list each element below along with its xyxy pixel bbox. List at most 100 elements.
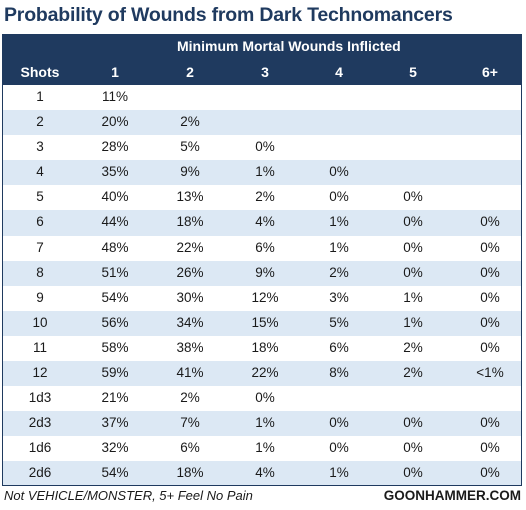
table-row: 4 35% 9% 1% 0% [3, 160, 521, 186]
column-header-shots: Shots [20, 64, 60, 80]
footer-brand: GOONHAMMER.COM [383, 488, 521, 503]
probability-cell: 54% [101, 289, 129, 305]
probability-cell: 4% [255, 465, 275, 481]
table-row: 6 44% 18% 4% 1% 0% 0% [3, 210, 521, 236]
table-row: 2 20% 2% [3, 110, 521, 136]
probability-cell: 0% [480, 339, 500, 355]
probability-cell: 22% [176, 239, 204, 255]
probability-cell: 1% [329, 239, 349, 255]
table-row: 12 59% 41% 22% 8% 2% <1% [3, 361, 521, 387]
shots-cell: 6 [36, 214, 44, 230]
probability-cell: 0% [480, 239, 500, 255]
probability-cell: 21% [101, 390, 129, 406]
probability-cell: 51% [101, 264, 129, 280]
probability-cell: 0% [329, 189, 349, 205]
table-row: 8 51% 26% 9% 2% 0% 0% [3, 260, 521, 286]
probability-cell: 20% [101, 114, 129, 130]
probability-cell: 58% [101, 339, 129, 355]
probability-cell: 4% [255, 214, 275, 230]
probability-cell: 5% [180, 139, 200, 155]
probability-cell: 2% [403, 339, 423, 355]
column-header-col-1: 1 [111, 64, 119, 80]
table-row: 5 40% 13% 2% 0% 0% [3, 185, 521, 210]
probability-cell: 12% [251, 289, 279, 305]
column-header-col-5: 5 [409, 64, 417, 80]
shots-cell: 5 [36, 189, 44, 205]
probability-cell: 0% [403, 239, 423, 255]
probability-cell: 40% [101, 189, 129, 205]
shots-cell: 8 [36, 264, 44, 280]
probability-cell: 32% [101, 440, 129, 456]
shots-cell: 1d6 [28, 440, 52, 456]
shots-cell: 2d6 [28, 465, 52, 481]
probability-cell: 1% [329, 465, 349, 481]
column-header-row: Shots 1 2 3 4 5 6+ [3, 60, 521, 85]
probability-cell: 0% [403, 465, 423, 481]
probability-cell: 18% [176, 214, 204, 230]
probability-table: Minimum Mortal Wounds Inflicted Shots 1 2 3… [2, 34, 522, 486]
probability-cell: 30% [176, 289, 204, 305]
group-header-bar: Minimum Mortal Wounds Inflicted [3, 35, 521, 60]
probability-cell: 9% [255, 264, 275, 280]
probability-cell: 13% [176, 189, 204, 205]
shots-cell: 3 [36, 139, 44, 155]
probability-cell: 35% [101, 164, 129, 180]
table-row: 3 28% 5% 0% [3, 135, 521, 160]
shots-cell: 10 [32, 314, 48, 330]
probability-cell: 1% [255, 164, 275, 180]
column-header-col-3: 3 [261, 64, 269, 80]
probability-cell: 0% [403, 264, 423, 280]
column-header-col-2: 2 [186, 64, 194, 80]
probability-cell: 0% [403, 415, 423, 431]
probability-cell: 2% [255, 189, 275, 205]
probability-cell: 48% [101, 239, 129, 255]
probability-cell: <1% [476, 365, 504, 381]
probability-cell: 0% [480, 289, 500, 305]
probability-cell: 1% [255, 415, 275, 431]
probability-cell: 2% [403, 365, 423, 381]
group-header: Minimum Mortal Wounds Inflicted [177, 38, 401, 54]
shots-cell: 11 [32, 339, 47, 355]
probability-cell: 18% [251, 339, 279, 355]
probability-cell: 1% [255, 440, 275, 456]
probability-cell: 22% [251, 365, 279, 381]
probability-cell: 0% [480, 314, 500, 330]
table-body: 1 11% 2 20% 2% 3 28% 5% 0% 4 35% 9% 1% 0% 5 40% 13% 2% 0% 0… [3, 85, 521, 485]
table-row: 1d3 21% 2% 0% [3, 386, 521, 411]
table-row: 2d6 54% 18% 4% 1% 0% 0% [3, 461, 521, 485]
probability-cell: 34% [176, 314, 204, 330]
table-row: 10 56% 34% 15% 5% 1% 0% [3, 310, 521, 336]
shots-cell: 1 [36, 89, 44, 104]
probability-cell: 5% [329, 314, 349, 330]
probability-cell: 0% [329, 415, 349, 431]
probability-cell: 0% [403, 189, 423, 205]
shots-cell: 7 [36, 239, 44, 255]
probability-cell: 15% [251, 314, 279, 330]
table-row: 9 54% 30% 12% 3% 1% 0% [3, 286, 521, 311]
probability-cell: 1% [403, 289, 423, 305]
probability-cell: 7% [180, 415, 200, 431]
shots-cell: 12 [32, 365, 48, 381]
column-header-col-6: 6+ [482, 64, 498, 80]
probability-cell: 9% [180, 164, 200, 180]
footer-note: Not VEHICLE/MONSTER, 5+ Feel No Pain [4, 488, 253, 503]
probability-cell: 6% [255, 239, 275, 255]
probability-cell: 6% [180, 440, 200, 456]
probability-cell: 3% [329, 289, 349, 305]
probability-cell: 54% [101, 465, 129, 481]
probability-cell: 0% [403, 214, 423, 230]
probability-cell: 0% [480, 465, 500, 481]
shots-cell: 4 [36, 164, 44, 180]
probability-cell: 2% [180, 114, 200, 130]
probability-cell: 41% [176, 365, 204, 381]
probability-cell: 2% [180, 390, 200, 406]
probability-cell: 11% [101, 89, 129, 104]
shots-cell: 9 [36, 289, 44, 305]
probability-cell: 28% [101, 139, 129, 155]
probability-cell: 37% [101, 415, 129, 431]
table-row: 1 11% [3, 85, 521, 110]
probability-cell: 44% [101, 214, 129, 230]
probability-cell: 0% [480, 415, 500, 431]
table-row: 1d6 32% 6% 1% 0% 0% 0% [3, 436, 521, 461]
probability-cell: 2% [329, 264, 349, 280]
